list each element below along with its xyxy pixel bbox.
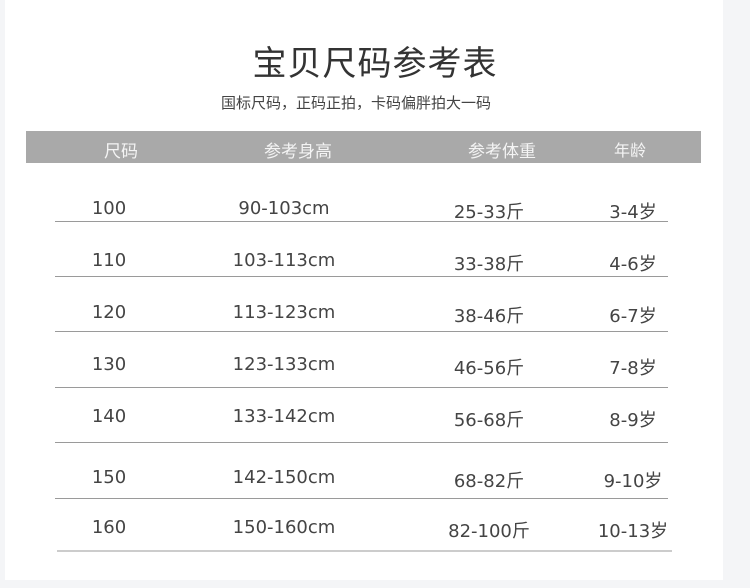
row-divider	[57, 550, 672, 552]
table-row: 150 142-150cm 68-82斤 9-10岁	[0, 467, 750, 497]
header-age: 年龄	[613, 141, 647, 160]
table-row: 110 103-113cm 33-38斤 4-6岁	[0, 250, 750, 280]
cell-size: 160	[91, 517, 127, 538]
cell-age: 3-4岁	[609, 202, 657, 223]
table-row: 100 90-103cm 25-33斤 3-4岁	[0, 198, 750, 228]
cell-age: 7-8岁	[609, 358, 657, 379]
cell-size: 150	[91, 467, 127, 488]
header-weight: 参考体重	[468, 142, 536, 162]
cell-height: 103-113cm	[232, 250, 336, 271]
cell-age: 9-10岁	[603, 471, 663, 492]
cell-size: 110	[91, 250, 127, 271]
table-row: 160 150-160cm 82-100斤 10-13岁	[0, 517, 750, 547]
cell-weight: 82-100斤	[448, 521, 530, 542]
cell-height: 150-160cm	[232, 517, 336, 538]
size-chart-panel	[5, 0, 723, 580]
cell-weight: 46-56斤	[453, 358, 525, 379]
cell-size: 120	[91, 302, 127, 323]
row-divider	[55, 387, 668, 388]
cell-age: 8-9岁	[609, 410, 657, 431]
page-title: 宝贝尺码参考表	[252, 44, 498, 84]
cell-size: 130	[91, 354, 127, 375]
table-row: 140 133-142cm 56-68斤 8-9岁	[0, 406, 750, 436]
cell-weight: 68-82斤	[453, 471, 525, 492]
table-row: 120 113-123cm 38-46斤 6-7岁	[0, 302, 750, 332]
cell-weight: 33-38斤	[453, 254, 525, 275]
cell-height: 113-123cm	[232, 302, 336, 323]
cell-height: 90-103cm	[238, 198, 330, 219]
cell-age: 4-6岁	[609, 254, 657, 275]
cell-age: 10-13岁	[597, 521, 669, 542]
cell-weight: 38-46斤	[453, 306, 525, 327]
cell-size: 100	[91, 198, 127, 219]
row-divider	[55, 221, 668, 222]
cell-weight: 56-68斤	[453, 410, 525, 431]
row-divider	[55, 331, 668, 332]
row-divider	[55, 276, 668, 277]
table-row: 130 123-133cm 46-56斤 7-8岁	[0, 354, 750, 384]
cell-height: 133-142cm	[232, 406, 336, 427]
cell-weight: 25-33斤	[453, 202, 525, 223]
cell-size: 140	[91, 406, 127, 427]
header-height: 参考身高	[264, 142, 332, 162]
row-divider	[55, 442, 668, 443]
cell-age: 6-7岁	[609, 306, 657, 327]
cell-height: 142-150cm	[232, 467, 336, 488]
table-header: 尺码 参考身高 参考体重 年龄	[26, 131, 701, 163]
cell-height: 123-133cm	[232, 354, 336, 375]
row-divider	[55, 498, 668, 499]
header-size: 尺码	[104, 142, 138, 162]
page-subtitle: 国标尺码，正码正拍，卡码偏胖拍大一码	[220, 94, 491, 112]
